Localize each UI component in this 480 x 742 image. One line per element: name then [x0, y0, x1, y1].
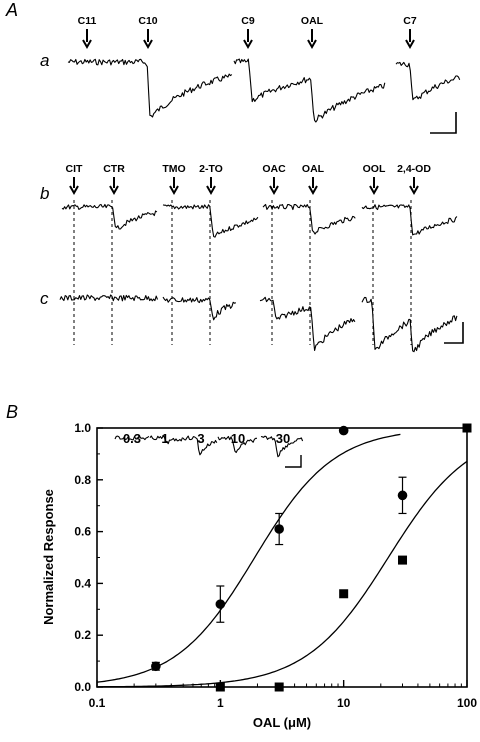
- y-tick-label: 1.0: [74, 421, 91, 435]
- stimulus-label-oal-b: OAL: [302, 163, 325, 175]
- inset-concentration-labels: 0.3 1 3 10 30: [123, 431, 290, 446]
- trace-segment: [182, 435, 218, 456]
- data-point-square: [462, 423, 472, 433]
- x-axis-label: OAL (μM): [253, 715, 311, 730]
- stimulus-label-c7: C7: [403, 15, 417, 27]
- stimulus-arrow: [143, 29, 153, 50]
- trace-segment: [233, 58, 386, 123]
- stimulus-arrow: [308, 177, 318, 196]
- trace-segment: [67, 58, 233, 118]
- data-point-square: [339, 589, 349, 599]
- row-label-c: c: [40, 289, 49, 308]
- scale-bar: [444, 322, 464, 344]
- stimulus-arrow: [307, 29, 317, 50]
- row-b-stimuli: CIT CTR TMO 2-TO OAC OAL OOL 2,4-OD: [66, 163, 431, 196]
- panel-label-a: A: [5, 0, 18, 20]
- data-point-square: [215, 682, 225, 692]
- trace-segment: [114, 435, 150, 441]
- stimulus-arrow: [405, 29, 415, 50]
- y-tick-label: 0.2: [74, 628, 91, 642]
- stimulus-label-oac: OAC: [262, 163, 286, 175]
- x-tick-label: 0.1: [89, 696, 106, 710]
- trace-segment: [260, 435, 304, 458]
- inset-conc-10: 10: [231, 431, 245, 446]
- data-point-circle: [151, 661, 161, 672]
- y-tick-label: 0.8: [74, 473, 91, 487]
- stimulus-arrow: [369, 177, 379, 196]
- inset-conc-3: 3: [197, 431, 204, 446]
- trace-segment: [262, 203, 356, 235]
- y-axis-ticks: 0.0 0.2 0.4 0.6 0.8 1.0: [74, 421, 103, 694]
- stimulus-arrow: [69, 177, 79, 196]
- trace-segment: [395, 61, 461, 101]
- row-label-b: b: [40, 184, 49, 203]
- trace-segment: [217, 435, 257, 454]
- panel-label-b: B: [6, 402, 18, 422]
- fit-curves: [96, 433, 468, 688]
- trace-segment: [259, 296, 356, 352]
- data-point-circle: [338, 425, 349, 436]
- stimulus-arrow: [269, 177, 279, 196]
- stimulus-arrow: [169, 177, 179, 196]
- fit-curve: [96, 433, 401, 683]
- stimulus-label-2-to: 2-TO: [199, 163, 223, 175]
- inset-scale-bar: [285, 455, 302, 468]
- x-axis-ticks: 0.1 1 10 100: [89, 680, 477, 710]
- inset-conc-30: 30: [276, 431, 290, 446]
- data-point-square: [398, 555, 408, 565]
- x-tick-label: 100: [457, 696, 477, 710]
- y-tick-label: 0.4: [74, 576, 91, 590]
- dose-response-plot: 0.0 0.2 0.4 0.6 0.8 1.0 0.1 1 10 100 OAL (μM) No…: [41, 421, 477, 730]
- stimulus-label-tmo: TMO: [162, 163, 185, 175]
- scale-bars: [430, 112, 464, 344]
- fit-curve: [97, 460, 468, 688]
- y-tick-label: 0.0: [74, 680, 91, 694]
- stimulus-label-ctr: CTR: [103, 163, 125, 175]
- trace-segment: [162, 204, 259, 238]
- stimulus-arrow: [82, 29, 92, 50]
- row-label-a: a: [40, 51, 49, 70]
- trace-segment: [61, 203, 158, 230]
- stimulus-label-oal: OAL: [301, 15, 324, 27]
- stimulus-label-c11: C11: [78, 15, 97, 27]
- trace-segment: [361, 204, 458, 236]
- scale-bar: [430, 112, 457, 134]
- inset-traces: [114, 435, 304, 468]
- plot-frame: [96, 427, 468, 688]
- y-axis-label: Normalized Response: [41, 489, 56, 625]
- trace-segment: [149, 435, 184, 445]
- data-point-circle: [397, 490, 408, 501]
- stimulus-arrow: [243, 29, 253, 50]
- stimulus-arrow: [109, 177, 119, 196]
- x-tick-label: 1: [217, 696, 224, 710]
- row-a-stimuli: C11 C10 C9 OAL C7: [78, 15, 417, 50]
- data-points: [151, 423, 472, 692]
- data-point-circle: [274, 524, 284, 534]
- stimulus-label-c9: C9: [241, 15, 255, 27]
- trace-segment: [59, 294, 159, 302]
- x-tick-label: 10: [337, 696, 351, 710]
- stimulus-label-cit: CIT: [66, 163, 84, 175]
- stimulus-label-2-4-od: 2,4-OD: [397, 163, 431, 175]
- trace-segment: [162, 296, 236, 321]
- y-tick-label: 0.6: [74, 525, 91, 539]
- inset-conc-0-3: 0.3: [123, 431, 141, 446]
- data-point-circle: [215, 599, 226, 609]
- trace-segment: [361, 296, 458, 353]
- stimulus-arrow: [409, 177, 419, 196]
- stimulus-label-c10: C10: [138, 15, 157, 27]
- stimulus-dashed-lines: [73, 200, 412, 345]
- data-point-square: [274, 682, 284, 692]
- stimulus-arrow: [206, 177, 216, 196]
- recording-traces: [59, 58, 461, 353]
- stimulus-label-ool: OOL: [363, 163, 386, 175]
